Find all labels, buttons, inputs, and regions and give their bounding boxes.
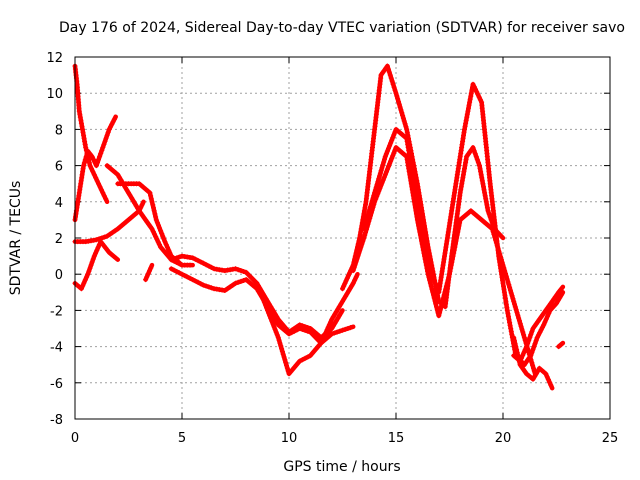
x-tick-label: 20	[495, 431, 512, 446]
series-markers	[511, 287, 564, 364]
y-tick-label: -4	[50, 341, 63, 356]
series-trace-q	[556, 340, 566, 350]
x-tick-label: 5	[178, 431, 186, 446]
y-axis-label: SDTVAR / TECUs	[8, 181, 24, 296]
series-trace-e	[104, 163, 195, 268]
series-trace-d	[72, 199, 146, 245]
y-tick-label: 0	[55, 268, 63, 283]
y-tick-label: 2	[55, 232, 63, 247]
series-trace-p	[521, 290, 566, 368]
series-markers	[143, 265, 154, 283]
series-trace-g	[143, 262, 155, 283]
x-axis-label: GPS time / hours	[283, 459, 400, 475]
series-markers	[254, 274, 359, 377]
series-markers	[72, 63, 109, 202]
series-markers	[361, 81, 525, 365]
y-tick-label: 8	[55, 123, 63, 138]
series-trace-m	[361, 81, 527, 367]
y-tick-label: 6	[55, 160, 63, 175]
series-trace-b	[72, 239, 121, 292]
series-trace-a	[72, 63, 110, 205]
series-trace-c	[72, 114, 118, 223]
series-markers	[556, 342, 564, 350]
axis-ticks: 0 5 10 15 20 25 -8 -6 -4 -2 0 2 4 6 8 10 12	[46, 51, 618, 446]
series-trace-o	[511, 284, 566, 364]
series-markers	[511, 335, 554, 388]
y-tick-label: 4	[55, 196, 63, 211]
series-markers	[72, 239, 119, 292]
series-trace-n	[511, 335, 555, 391]
data-series	[72, 63, 566, 391]
series-trace-h	[168, 253, 345, 341]
x-tick-label: 15	[388, 431, 405, 446]
x-tick-label: 10	[281, 431, 298, 446]
series-line	[72, 199, 146, 244]
grid-lines	[75, 57, 610, 419]
series-line	[104, 163, 195, 268]
y-tick-label: -2	[50, 304, 63, 319]
plot-frame	[74, 56, 611, 420]
series-trace-f	[115, 181, 185, 268]
chart-title: Day 176 of 2024, Sidereal Day-to-day VTE…	[59, 20, 625, 36]
y-tick-label: -8	[50, 413, 63, 428]
y-tick-label: 10	[46, 87, 63, 102]
x-tick-label: 0	[71, 431, 79, 446]
y-tick-label: -6	[50, 377, 63, 392]
series-trace-j	[254, 271, 360, 377]
series-markers	[115, 181, 183, 266]
x-tick-label: 25	[602, 431, 619, 446]
series-line	[169, 253, 345, 340]
series-line	[361, 81, 527, 367]
series-markers	[168, 253, 344, 341]
series-markers	[521, 292, 564, 368]
y-tick-label: 12	[46, 51, 63, 66]
